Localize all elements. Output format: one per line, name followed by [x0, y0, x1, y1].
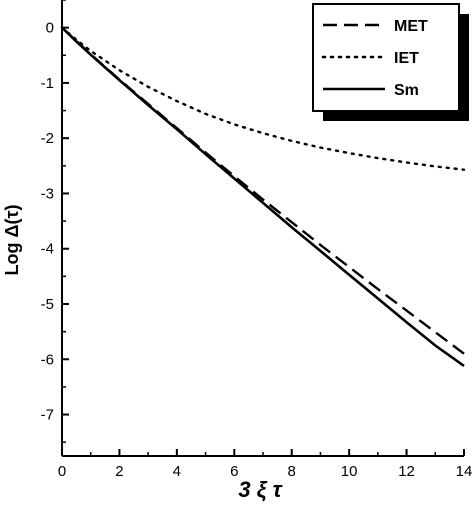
- x-tick-label: 4: [173, 463, 181, 480]
- y-tick-label: -2: [41, 130, 54, 147]
- y-tick-label: -4: [41, 241, 54, 258]
- legend-box: [312, 3, 460, 112]
- x-tick-label: 8: [288, 463, 296, 480]
- series-line-met: [61, 26, 465, 355]
- x-axis-title: 3 ξ τ: [238, 477, 282, 502]
- x-tick-label: 0: [58, 463, 66, 480]
- y-tick-label: -7: [41, 407, 54, 424]
- y-tick-label: -6: [41, 351, 54, 368]
- x-tick-label: 10: [341, 463, 358, 480]
- series-line-sm: [61, 26, 465, 367]
- y-axis: 0 -1 -2 -3 -4 -5 -6 -7: [41, 0, 69, 443]
- y-tick-label: -1: [41, 75, 54, 92]
- y-tick-label: 0: [46, 20, 54, 37]
- legend-label-iet: IET: [394, 50, 419, 67]
- x-tick-label: 6: [230, 463, 238, 480]
- y-tick-label: -5: [41, 296, 54, 313]
- legend: MET IET Sm: [312, 3, 469, 121]
- series-layer: [60, 26, 466, 367]
- x-tick-label: 2: [115, 463, 123, 480]
- series-line-iet: [60, 26, 466, 171]
- y-axis-title: Log Δ(τ): [2, 205, 22, 276]
- x-tick-label: 12: [398, 463, 415, 480]
- y-tick-label: -3: [41, 185, 54, 202]
- legend-label-met: MET: [394, 18, 428, 35]
- legend-label-sm: Sm: [394, 82, 419, 99]
- x-axis: 0 2 4 6 8 10 12 14: [58, 449, 473, 480]
- x-tick-label: 14: [456, 463, 473, 480]
